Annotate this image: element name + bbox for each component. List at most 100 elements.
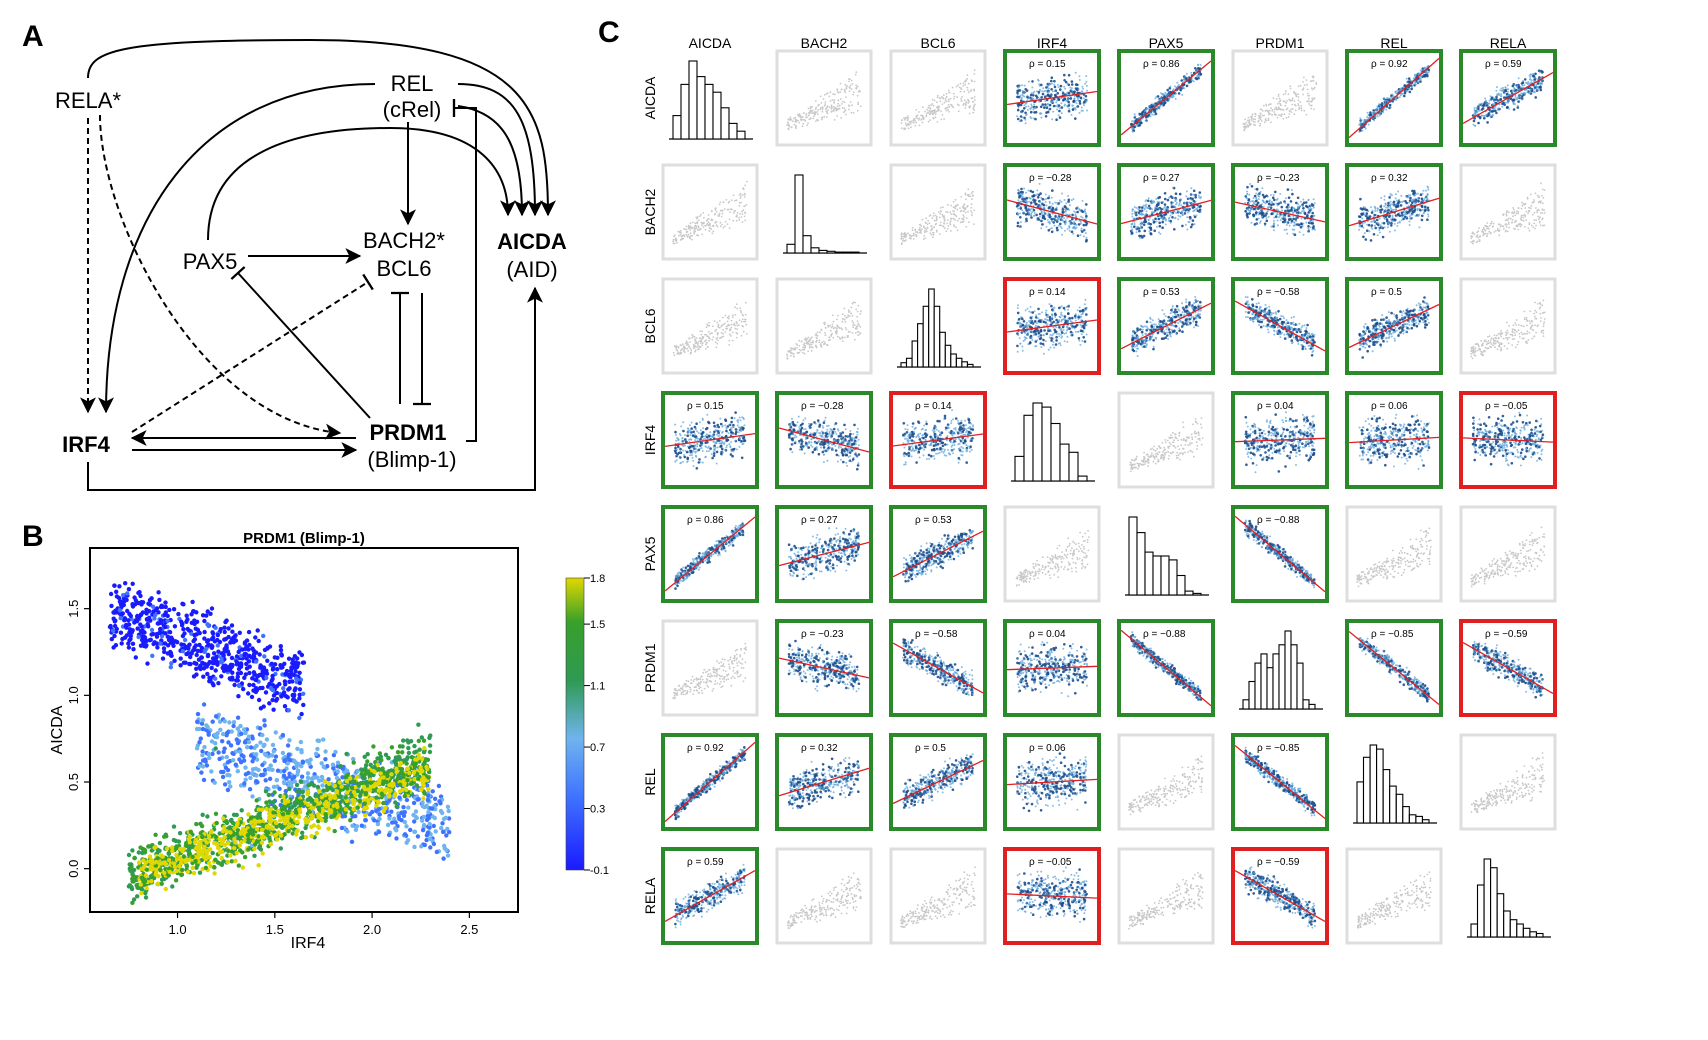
cell-point [927, 107, 930, 109]
scatter-point-773 [201, 702, 207, 707]
scatter-point-529 [194, 666, 199, 671]
scatter-point-1537 [132, 855, 137, 861]
node-bcl6: BCL6 [376, 256, 431, 281]
cell-point [958, 104, 960, 107]
cell-point [1532, 73, 1535, 75]
scatter-point-2139 [309, 834, 314, 839]
scatter-point-2519 [196, 849, 201, 854]
cell-point [1075, 83, 1079, 87]
scatter-point-585 [150, 653, 155, 658]
scatter-point-73 [204, 613, 209, 618]
cell-point [936, 101, 938, 104]
cell-point [1029, 116, 1032, 118]
scatter-point-647 [216, 681, 221, 686]
scatter-point-884 [427, 821, 432, 827]
cell-point [1024, 118, 1027, 121]
scatter-point-2515 [160, 854, 165, 859]
scatter-point-1049 [200, 758, 206, 763]
scatter-point-625 [290, 693, 295, 698]
cell-point [833, 99, 836, 102]
cell-point [1166, 88, 1169, 92]
scatter-point-1898 [280, 825, 285, 830]
cell-point [1376, 105, 1379, 108]
cell-point [1070, 83, 1074, 86]
network-edges [80, 38, 556, 491]
scatter-point-2654 [362, 801, 367, 806]
cell-point [836, 105, 839, 107]
scatter-point-1168 [316, 738, 322, 743]
scatter-point-2600 [286, 810, 291, 815]
scatter-point-1080 [275, 768, 281, 773]
scatter-point-1261 [374, 808, 379, 814]
scatter-point-430 [147, 615, 152, 620]
cell-point [1417, 81, 1420, 84]
cell-point [1067, 83, 1071, 87]
scatter-point-235 [247, 670, 252, 676]
scatter-point-608 [215, 632, 220, 638]
cell-point [828, 106, 831, 109]
cell-point [1024, 102, 1027, 105]
cell-point [1023, 107, 1026, 110]
cell-point [837, 102, 840, 105]
scatter-point-622 [224, 645, 229, 650]
scatter-point-636 [208, 677, 213, 683]
cell-point [963, 99, 966, 102]
cell-point [1254, 113, 1257, 116]
scatter-point-2651 [343, 807, 349, 812]
cell-point [1306, 92, 1309, 95]
cell-point [801, 116, 804, 118]
cell-point [813, 115, 815, 118]
scatter-point-340 [190, 599, 195, 605]
cell-point [1243, 125, 1245, 128]
scatter-point-1381 [246, 840, 252, 845]
histogram-bar-2 [688, 60, 698, 140]
scatter-point-98 [109, 636, 115, 642]
cell-point [1174, 85, 1176, 88]
scatter-point-2265 [394, 766, 399, 771]
scatter-point-1247 [402, 832, 408, 837]
scatter-point-2691 [239, 829, 244, 835]
cell-point [949, 97, 952, 100]
cell-point [1510, 92, 1514, 95]
scatter-point-1210 [389, 809, 394, 814]
scatter-point-1667 [239, 808, 244, 813]
scatter-point-1267 [254, 779, 259, 784]
cell-point [1259, 112, 1262, 115]
scatter-point-950 [377, 816, 382, 822]
cell-point [1293, 100, 1296, 102]
scatter-point-792 [258, 740, 263, 745]
scatter-point-712 [402, 819, 408, 825]
cell-point [833, 119, 836, 121]
cell-point [1475, 106, 1478, 109]
scatter-point-2501 [407, 770, 412, 776]
cell-point [904, 117, 907, 119]
scatter-point-1283 [195, 719, 200, 724]
cell-point [1500, 95, 1503, 98]
scatter-point-610 [278, 663, 283, 668]
scatter-point-21 [149, 627, 155, 633]
scatter-point-2490 [300, 802, 305, 807]
cell-point [794, 118, 797, 121]
cell-point [1152, 103, 1155, 106]
cell-point [812, 117, 815, 120]
scatter-ytick-2: 1.0 [66, 686, 81, 704]
scatter-point-1572 [371, 744, 376, 749]
scatter-point-467 [185, 651, 191, 656]
cell-point [1021, 109, 1024, 113]
cell-point [1277, 95, 1280, 97]
cell-point [1310, 107, 1313, 110]
scatter-point-2596 [295, 828, 300, 833]
scatter-point-1434 [205, 814, 210, 819]
scatter-point-2617 [375, 762, 380, 767]
cell-point [1529, 78, 1531, 81]
scatter-point-117 [293, 669, 298, 674]
cell-point [1259, 118, 1262, 121]
cell-point [1023, 92, 1026, 95]
scatter-point-1556 [218, 861, 223, 866]
scatter-point-165 [194, 652, 199, 658]
scatter-point-555 [169, 661, 174, 666]
scatter-point-860 [408, 827, 413, 833]
scatter-point-2675 [328, 809, 334, 814]
scatter-point-768 [412, 819, 417, 824]
scatter-point-538 [145, 661, 150, 666]
